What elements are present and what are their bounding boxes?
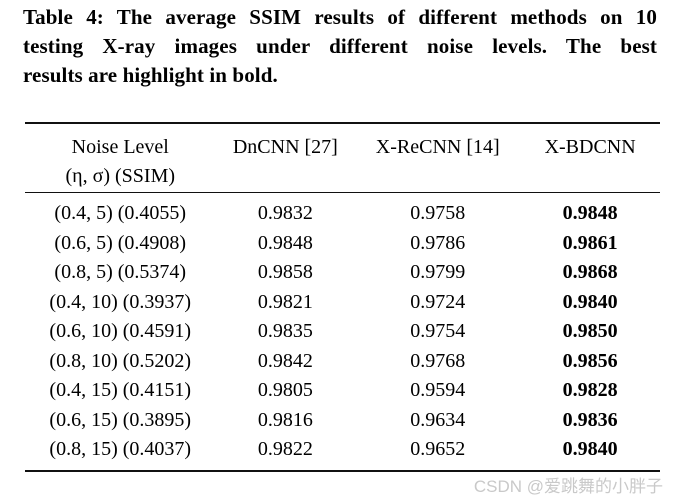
cell-xrecnn: 0.9799 xyxy=(410,261,466,283)
cell-xbdcnn-best: 0.9836 xyxy=(562,408,618,431)
table-row: (0.8, 10) (0.5202) 0.9842 0.9768 0.9856 xyxy=(25,347,660,377)
table-body: (0.4, 5) (0.4055) 0.9832 0.9758 0.9848 (… xyxy=(25,193,660,471)
cell-xrecnn: 0.9758 xyxy=(410,202,466,224)
caption-line-2: testing X-ray images under different noi… xyxy=(23,34,657,58)
cell-noise: (0.4, 10) (0.3937) xyxy=(49,290,192,313)
cell-xbdcnn-best: 0.9868 xyxy=(562,261,618,283)
cell-noise: (0.4, 5) (0.4055) xyxy=(54,202,187,224)
ssim-results-table: Noise Level (η, σ) (SSIM) DnCNN [27] X-R… xyxy=(25,122,660,472)
table-row: (0.4, 5) (0.4055) 0.9832 0.9758 0.9848 xyxy=(25,193,660,229)
header-dncnn: DnCNN [27] xyxy=(215,123,356,193)
cell-xrecnn: 0.9786 xyxy=(410,231,466,254)
cell-xrecnn: 0.9594 xyxy=(410,379,466,401)
cell-xbdcnn-best: 0.9850 xyxy=(562,320,618,342)
cell-dncnn: 0.9821 xyxy=(257,290,313,313)
table-row: (0.6, 15) (0.3895) 0.9816 0.9634 0.9836 xyxy=(25,406,660,436)
header-xbdcnn: X-BDCNN xyxy=(520,123,660,193)
table-row: (0.4, 10) (0.3937) 0.9821 0.9724 0.9840 xyxy=(25,288,660,318)
cell-xrecnn: 0.9652 xyxy=(410,438,466,460)
cell-xbdcnn-best: 0.9856 xyxy=(562,349,618,372)
cell-xbdcnn-best: 0.9828 xyxy=(562,379,618,401)
caption-line-3: results are highlight in bold. xyxy=(23,63,278,87)
cell-noise: (0.8, 15) (0.4037) xyxy=(49,438,192,460)
cell-dncnn: 0.9832 xyxy=(257,202,313,224)
cell-dncnn: 0.9835 xyxy=(257,320,313,342)
table-row: (0.6, 10) (0.4591) 0.9835 0.9754 0.9850 xyxy=(25,317,660,347)
header-noise-level: Noise Level (η, σ) (SSIM) xyxy=(25,123,216,193)
cell-dncnn: 0.9848 xyxy=(257,231,313,254)
cell-noise: (0.6, 15) (0.3895) xyxy=(49,408,192,431)
cell-xbdcnn-best: 0.9848 xyxy=(562,202,618,224)
cell-dncnn: 0.9842 xyxy=(257,349,313,372)
table-header: Noise Level (η, σ) (SSIM) DnCNN [27] X-R… xyxy=(25,123,660,193)
table-row: (0.8, 5) (0.5374) 0.9858 0.9799 0.9868 xyxy=(25,258,660,288)
table-row: (0.8, 15) (0.4037) 0.9822 0.9652 0.9840 xyxy=(25,435,660,471)
header-xrecnn: X-ReCNN [14] xyxy=(355,123,521,193)
csdn-watermark: CSDN @爱跳舞的小胖子 xyxy=(473,477,663,496)
cell-dncnn: 0.9805 xyxy=(257,379,313,401)
cell-xbdcnn-best: 0.9840 xyxy=(562,290,618,313)
header-noise-line1: Noise Level xyxy=(71,136,169,158)
cell-noise: (0.8, 10) (0.5202) xyxy=(49,349,192,372)
table-row: (0.4, 15) (0.4151) 0.9805 0.9594 0.9828 xyxy=(25,376,660,406)
table-caption: Table 4: The average SSIM results of dif… xyxy=(23,3,657,90)
header-noise-line2: (η, σ) (SSIM) xyxy=(65,165,176,187)
cell-xrecnn: 0.9724 xyxy=(410,290,466,313)
cell-noise: (0.6, 10) (0.4591) xyxy=(49,320,192,342)
cell-noise: (0.6, 5) (0.4908) xyxy=(54,231,187,254)
header-row: Noise Level (η, σ) (SSIM) DnCNN [27] X-R… xyxy=(25,123,660,193)
table-row: (0.6, 5) (0.4908) 0.9848 0.9786 0.9861 xyxy=(25,229,660,259)
cell-noise: (0.8, 5) (0.5374) xyxy=(54,261,187,283)
cell-dncnn: 0.9822 xyxy=(257,438,313,460)
cell-noise: (0.4, 15) (0.4151) xyxy=(49,379,192,401)
cell-xrecnn: 0.9634 xyxy=(410,408,466,431)
cell-xrecnn: 0.9754 xyxy=(410,320,466,342)
cell-xbdcnn-best: 0.9840 xyxy=(562,438,618,460)
cell-xbdcnn-best: 0.9861 xyxy=(562,231,618,254)
cell-xrecnn: 0.9768 xyxy=(410,349,466,372)
cell-dncnn: 0.9816 xyxy=(257,408,313,431)
caption-line-1: Table 4: The average SSIM results of dif… xyxy=(23,5,657,29)
cell-dncnn: 0.9858 xyxy=(257,261,313,283)
